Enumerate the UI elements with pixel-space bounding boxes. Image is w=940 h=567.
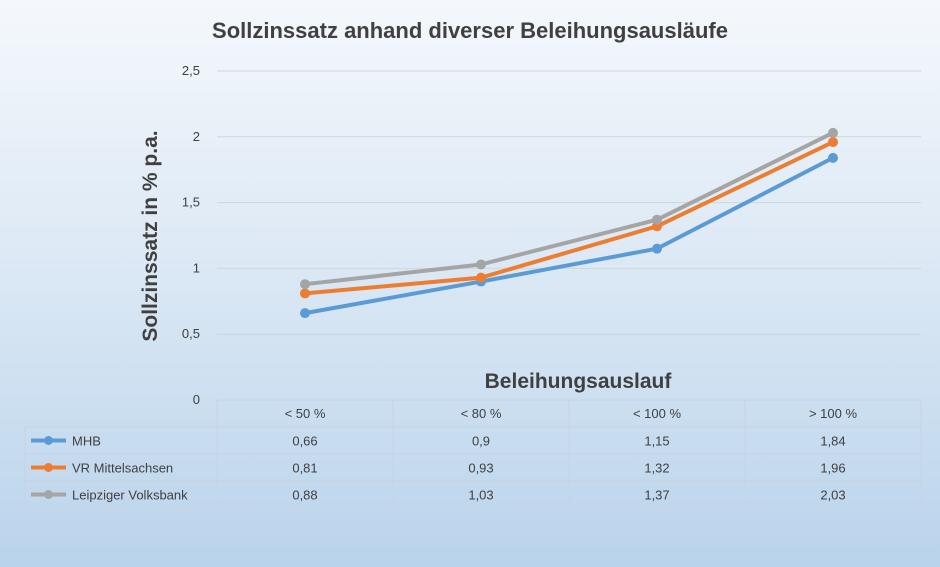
x-axis-title: Beleihungsauslauf bbox=[485, 370, 673, 393]
data-point bbox=[300, 308, 310, 319]
table-value: 1,37 bbox=[644, 488, 669, 503]
table-value: 0,81 bbox=[292, 461, 317, 476]
data-point bbox=[300, 279, 310, 290]
x-category-label: < 80 % bbox=[461, 406, 502, 421]
data-point bbox=[652, 243, 662, 254]
y-tick-label: 0 bbox=[193, 392, 200, 407]
table-value: 1,32 bbox=[644, 461, 669, 476]
x-category-label: < 50 % bbox=[285, 406, 326, 421]
table-value: 1,84 bbox=[820, 434, 845, 449]
series-line bbox=[304, 156, 834, 316]
series-lines bbox=[300, 127, 838, 319]
table-value: 0,66 bbox=[292, 434, 317, 449]
y-tick-label: 2 bbox=[193, 129, 200, 144]
legend-marker bbox=[44, 463, 53, 472]
data-table: < 50 % < 80 % < 100 % > 100 % MHB 0,66 0,9 1,15… bbox=[24, 399, 922, 509]
table-value: 0,9 bbox=[472, 434, 490, 449]
data-point bbox=[476, 259, 486, 270]
y-tick-label: 0,5 bbox=[182, 326, 200, 341]
x-category-label: > 100 % bbox=[809, 406, 858, 421]
table-value: 2,03 bbox=[820, 488, 845, 503]
chart-title: Sollzinssatz anhand diverser Beleihungsa… bbox=[212, 18, 728, 43]
y-axis-title: Sollzinssatz in % p.a. bbox=[139, 130, 162, 341]
y-tick-label: 2,5 bbox=[182, 63, 200, 78]
data-point bbox=[652, 214, 662, 225]
table-value: 0,88 bbox=[292, 488, 317, 503]
y-tick-label: 1,5 bbox=[182, 195, 200, 210]
gridlines bbox=[217, 70, 921, 335]
x-category-label: < 100 % bbox=[633, 406, 682, 421]
table-value: 1,03 bbox=[468, 488, 493, 503]
data-point bbox=[828, 127, 838, 138]
series-leipziger-volksbank bbox=[300, 127, 838, 290]
table-value: 1,96 bbox=[820, 461, 845, 476]
y-tick-label: 1 bbox=[193, 260, 200, 275]
data-point bbox=[828, 137, 838, 148]
series-line bbox=[304, 140, 834, 296]
legend-marker bbox=[44, 436, 53, 445]
legend-marker bbox=[44, 490, 53, 499]
legend-label: VR Mittelsachsen bbox=[72, 461, 173, 476]
legend-label: Leipziger Volksbank bbox=[72, 488, 188, 503]
data-point bbox=[300, 288, 310, 299]
table-value: 0,93 bbox=[468, 461, 493, 476]
legend-label: MHB bbox=[72, 434, 101, 449]
y-axis-ticks: 0 0,5 1 1,5 2 2,5 bbox=[182, 63, 200, 407]
series-line bbox=[304, 131, 834, 287]
data-point bbox=[476, 272, 486, 283]
table-value: 1,15 bbox=[644, 434, 669, 449]
data-point bbox=[828, 152, 838, 163]
